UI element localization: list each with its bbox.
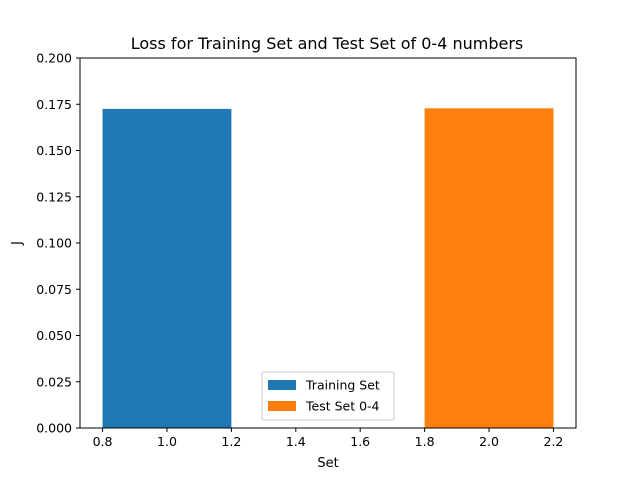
- y-tick-label: 0.100: [36, 236, 72, 251]
- x-tick-label: 1.2: [221, 434, 241, 449]
- x-axis: 0.8 1.0 1.2 1.4 1.6 1.8 2.0 2.2: [93, 428, 564, 449]
- legend-label: Test Set 0-4: [305, 399, 380, 414]
- legend-swatch: [268, 401, 296, 411]
- bar-1: [102, 108, 232, 428]
- chart-title: Loss for Training Set and Test Set of 0-…: [131, 34, 524, 53]
- bar-2: [424, 108, 554, 428]
- legend-swatch: [268, 380, 296, 390]
- y-tick-label: 0.125: [36, 189, 72, 204]
- legend-label: Training Set: [305, 378, 380, 393]
- y-axis: 0.000 0.025 0.050 0.075 0.100 0.125 0.150 0.175…: [36, 51, 80, 436]
- x-tick-label: 1.6: [350, 434, 370, 449]
- y-tick-label: 0.075: [36, 282, 72, 297]
- y-tick-label: 0.150: [36, 143, 72, 158]
- y-tick-label: 0.000: [36, 421, 72, 436]
- x-tick-label: 2.2: [544, 434, 564, 449]
- y-tick-label: 0.025: [36, 374, 72, 389]
- x-tick-label: 1.0: [157, 434, 177, 449]
- y-tick-label: 0.050: [36, 328, 72, 343]
- x-tick-label: 1.4: [286, 434, 306, 449]
- x-tick-label: 0.8: [93, 434, 113, 449]
- y-axis-label: J: [10, 241, 25, 246]
- legend: Training Set Test Set 0-4: [261, 371, 395, 421]
- y-tick-label: 0.175: [36, 97, 72, 112]
- x-tick-label: 2.0: [479, 434, 499, 449]
- x-tick-label: 1.8: [415, 434, 435, 449]
- y-tick-label: 0.200: [36, 51, 72, 66]
- x-axis-label: Set: [317, 456, 338, 471]
- bars-layer: [102, 108, 554, 428]
